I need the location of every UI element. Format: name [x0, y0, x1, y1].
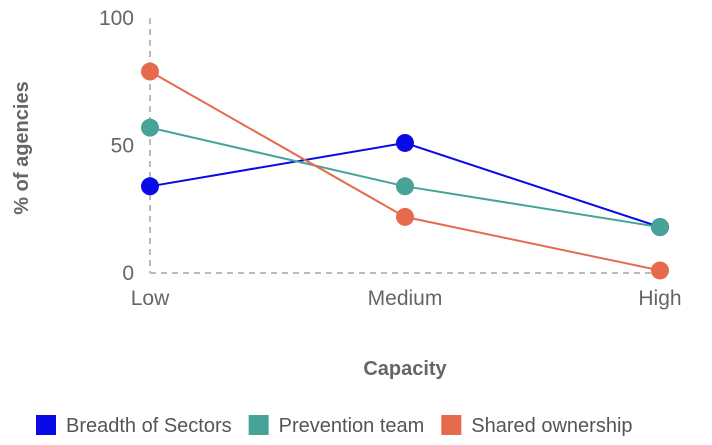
y-tick-label: 50: [111, 135, 134, 158]
data-point[interactable]: [651, 261, 669, 280]
legend-swatch: [441, 415, 462, 435]
data-point[interactable]: [141, 118, 159, 137]
x-tick-label: High: [638, 287, 681, 310]
data-point[interactable]: [141, 177, 159, 196]
axes: [149, 18, 660, 274]
legend-swatch: [248, 415, 269, 435]
x-tick-label: Low: [131, 287, 170, 310]
data-point[interactable]: [396, 177, 414, 196]
data-point[interactable]: [141, 62, 159, 81]
legend-label: Prevention team: [279, 415, 425, 437]
series-lines: [149, 70, 661, 272]
data-point[interactable]: [396, 207, 414, 226]
y-tick-labels: 0 50 100: [99, 7, 134, 285]
data-point[interactable]: [396, 133, 414, 152]
legend-item[interactable]: Breadth of Sectors: [36, 415, 232, 437]
x-tick-labels: Low Medium High: [131, 287, 682, 310]
data-point[interactable]: [651, 218, 669, 237]
series-line: [149, 70, 661, 272]
legend-item[interactable]: Prevention team: [248, 415, 425, 437]
legend-label: Shared ownership: [471, 415, 632, 437]
series: [141, 62, 669, 280]
x-axis-title: Capacity: [363, 358, 447, 380]
y-tick-label: 0: [122, 262, 134, 285]
legend-item[interactable]: Shared ownership: [441, 415, 633, 437]
legend-label: Breadth of Sectors: [66, 415, 232, 437]
x-tick-label: Medium: [368, 287, 443, 310]
legend: Breadth of Sectors Prevention team Shared …: [36, 415, 633, 437]
legend-swatch: [36, 415, 56, 435]
series-points: [141, 62, 669, 280]
y-axis-title: % of agencies: [11, 81, 33, 214]
y-tick-label: 100: [99, 7, 134, 30]
